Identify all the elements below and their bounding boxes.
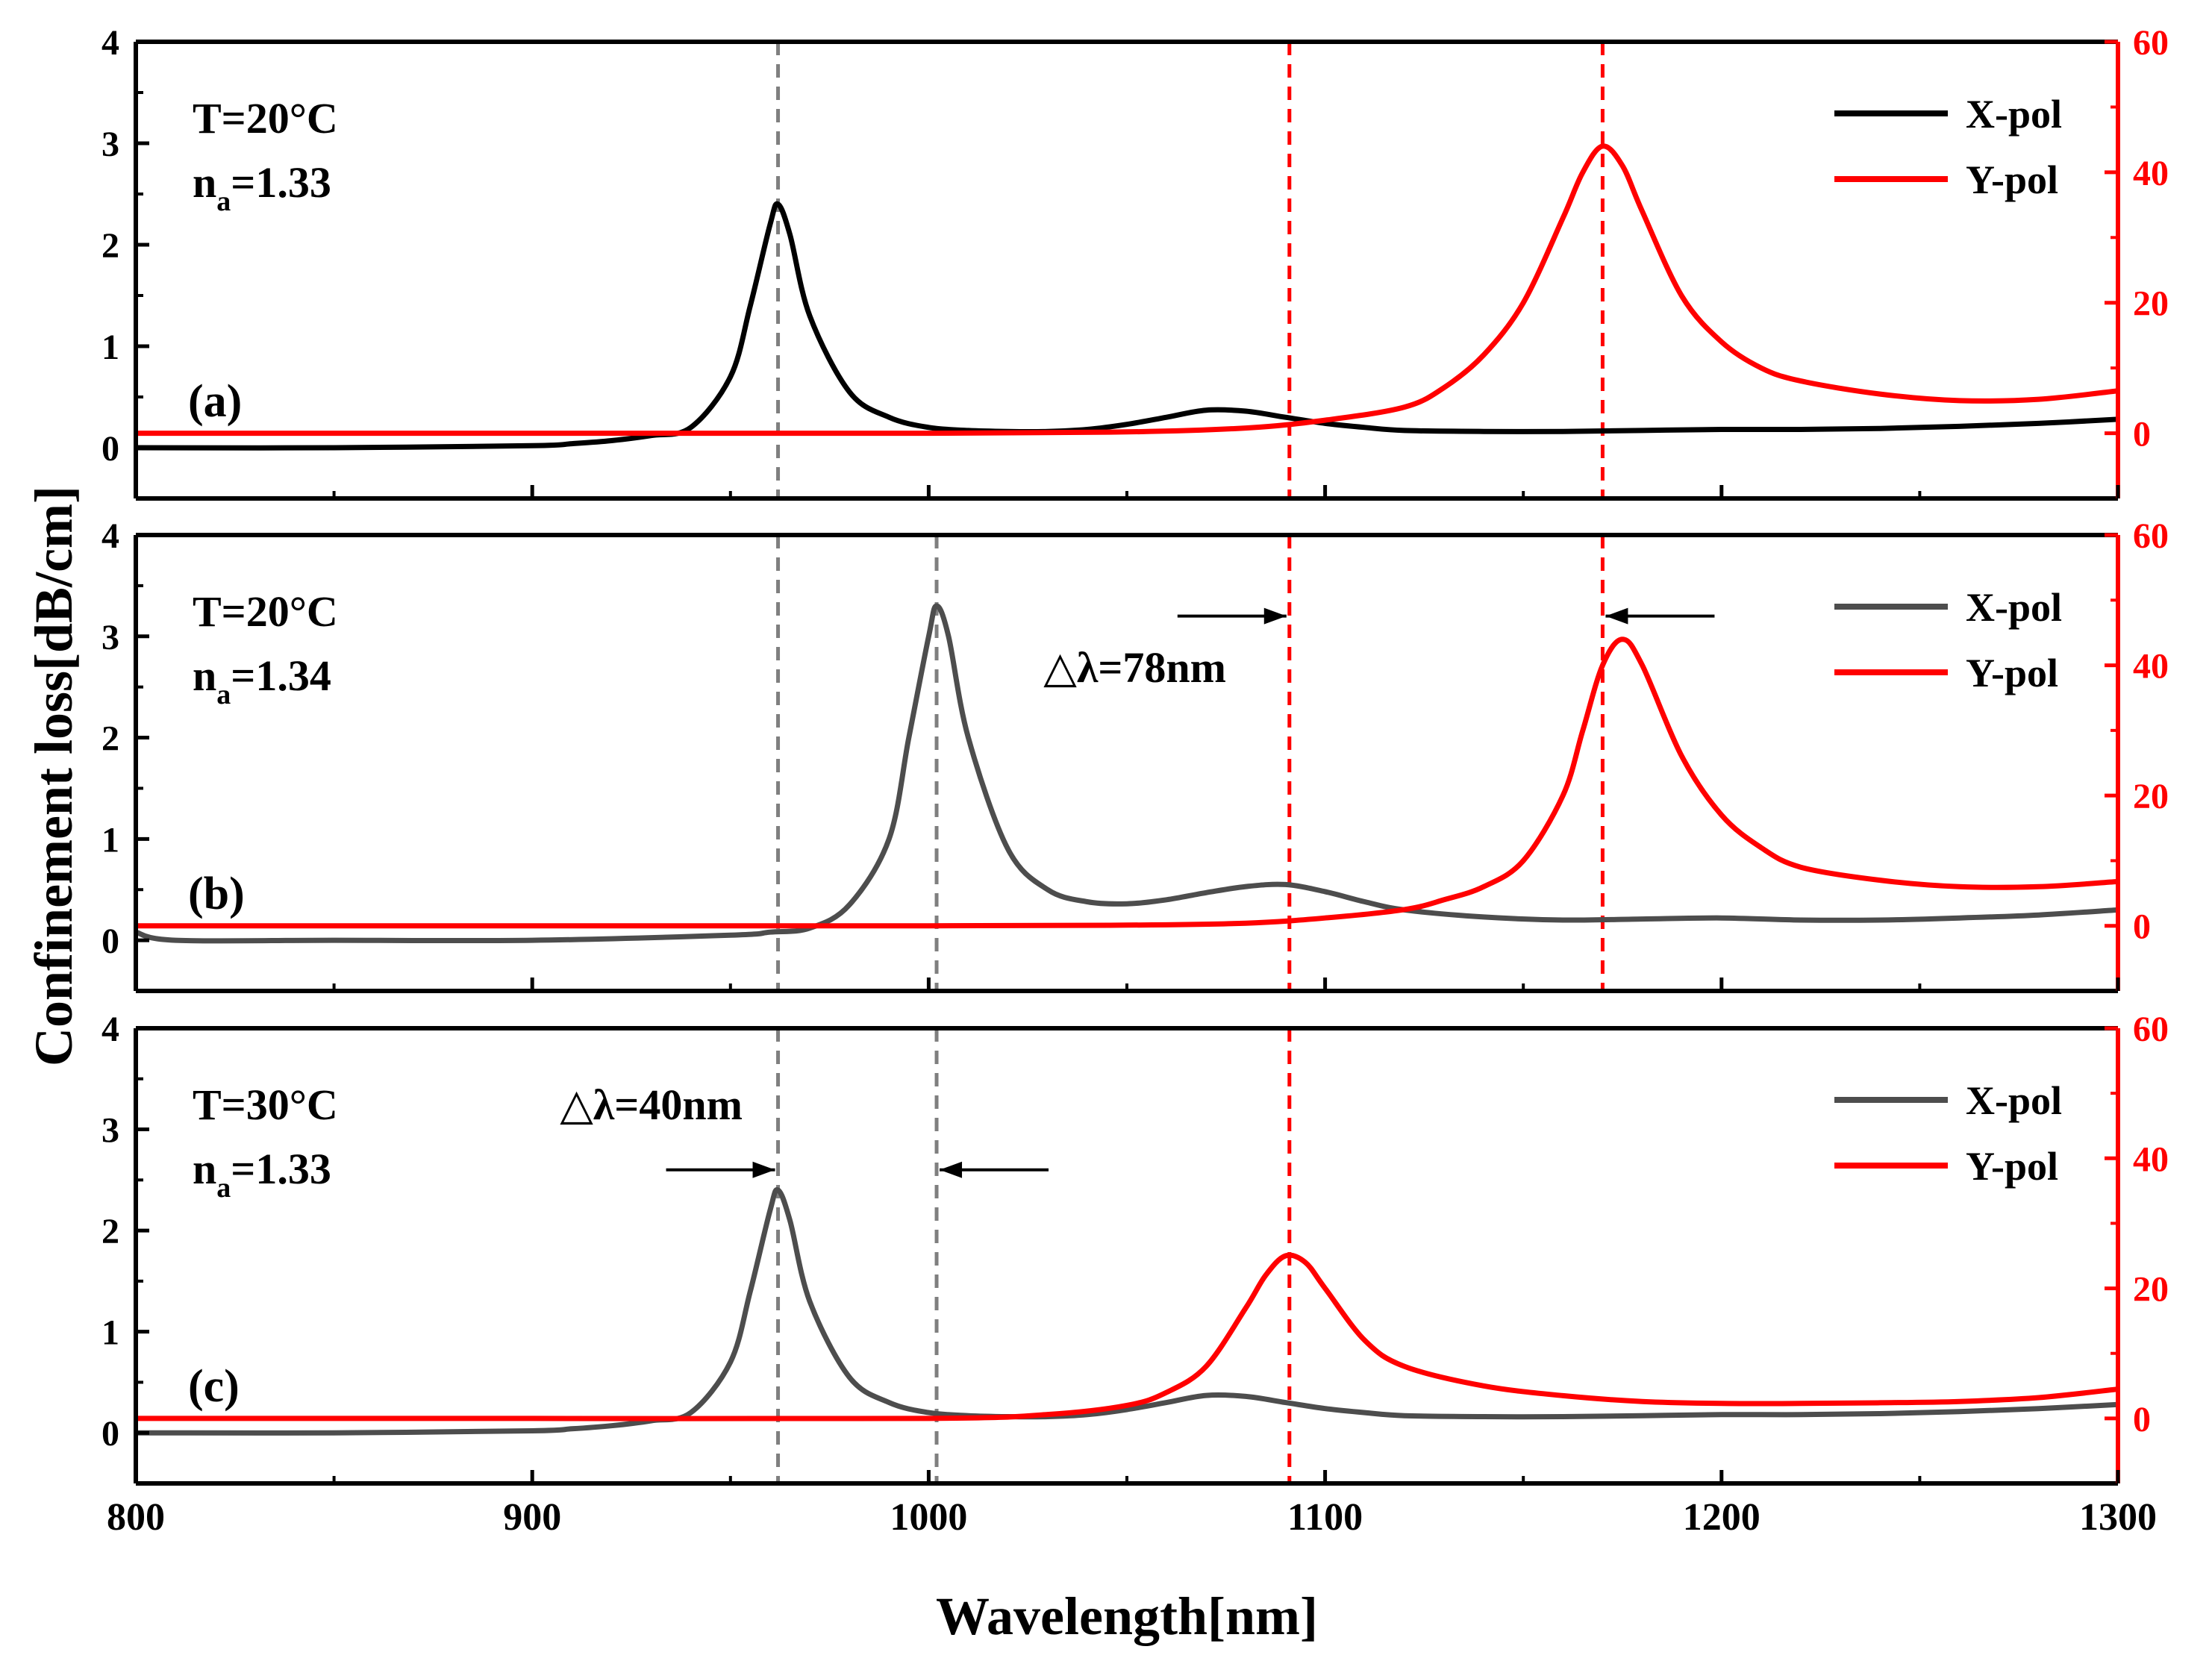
left-tick-label: 0 (101, 429, 119, 469)
temperature-label: T=20°C (193, 94, 338, 143)
legend-label-x-pol: X-pol (1966, 585, 2062, 630)
na-value: =1.33 (231, 1145, 331, 1193)
x-tick-label: 900 (503, 1496, 561, 1539)
x-tick-label: 1200 (1683, 1496, 1760, 1539)
right-tick-label: 40 (2133, 154, 2169, 193)
right-tick-label: 60 (2133, 23, 2169, 63)
right-tick-label: 20 (2133, 777, 2169, 816)
left-tick-label: 4 (101, 23, 119, 63)
panel-b: 012340204060T=20°Cna=1.34(b)X-polY-pol△λ… (101, 516, 2169, 993)
left-tick-label: 2 (101, 226, 119, 266)
refractive-index-label: na=1.33 (193, 158, 331, 217)
panel-tag: (b) (188, 869, 245, 919)
series-line-y-pol (136, 636, 2118, 929)
legend-label-y-pol: Y-pol (1966, 651, 2058, 695)
left-tick-label: 1 (101, 328, 119, 367)
y-axis-title: Confinement loss[dB/cm] (24, 486, 84, 1066)
x-tick-label: 1000 (890, 1496, 967, 1539)
delta-lambda-label: △λ=40nm (560, 1080, 743, 1129)
series-line-y-pol (136, 143, 2118, 437)
left-tick-label: 2 (101, 1212, 119, 1251)
left-tick-label: 4 (101, 1010, 119, 1049)
x-axis-title: Wavelength[nm] (936, 1586, 1318, 1646)
refractive-index-label: na=1.33 (193, 1145, 331, 1204)
series-group (136, 143, 2118, 451)
left-tick-label: 0 (101, 1414, 119, 1454)
temperature-label: T=30°C (193, 1080, 338, 1129)
left-tick-label: 2 (101, 719, 119, 759)
refractive-index-label: na=1.34 (193, 651, 331, 710)
x-tick-label: 800 (107, 1496, 165, 1539)
right-tick-label: 60 (2133, 1010, 2169, 1049)
legend-label-x-pol: X-pol (1966, 1078, 2062, 1123)
left-tick-label: 0 (101, 922, 119, 961)
annotation-arrowhead-left (1263, 607, 1287, 625)
right-tick-label: 0 (2133, 415, 2151, 454)
legend-label-y-pol: Y-pol (1966, 1144, 2058, 1189)
na-prefix: n (193, 1145, 216, 1193)
annotation-arrowhead-left (752, 1161, 775, 1178)
x-tick-label: 1300 (2079, 1496, 2157, 1539)
series-group (136, 1186, 2118, 1436)
na-prefix: n (193, 158, 216, 207)
na-value: =1.34 (231, 651, 331, 700)
series-group (136, 603, 2118, 944)
delta-lambda-label: △λ=78nm (1043, 643, 1226, 692)
series-line-x-pol (136, 603, 2118, 944)
x-tick-label: 1100 (1287, 1496, 1363, 1539)
left-tick-label: 3 (101, 618, 119, 657)
panel-tag: (a) (188, 376, 242, 427)
annotation-arrowhead-right (940, 1161, 963, 1178)
na-subscript: a (216, 186, 231, 217)
left-tick-label: 3 (101, 125, 119, 164)
right-tick-label: 0 (2133, 907, 2151, 947)
legend-label-y-pol: Y-pol (1966, 157, 2058, 202)
na-subscript: a (216, 679, 231, 710)
na-subscript: a (216, 1172, 231, 1204)
series-line-y-pol (136, 1252, 2118, 1421)
left-tick-label: 1 (101, 1313, 119, 1353)
left-tick-label: 3 (101, 1111, 119, 1151)
right-tick-label: 40 (2133, 1139, 2169, 1179)
right-tick-label: 40 (2133, 647, 2169, 686)
right-tick-label: 20 (2133, 284, 2169, 324)
panel-tag: (c) (188, 1361, 240, 1412)
right-tick-label: 0 (2133, 1400, 2151, 1439)
left-tick-label: 4 (101, 516, 119, 556)
annotation-arrowhead-right (1605, 607, 1628, 625)
na-value: =1.33 (231, 158, 331, 207)
temperature-label: T=20°C (193, 587, 338, 636)
left-tick-label: 1 (101, 820, 119, 860)
na-prefix: n (193, 651, 216, 700)
series-line-x-pol (136, 1186, 2118, 1436)
panel-c: 012340204060T=30°Cna=1.33(c)X-polY-pol△λ… (101, 1010, 2169, 1486)
legend-label-x-pol: X-pol (1966, 92, 2062, 137)
right-tick-label: 20 (2133, 1270, 2169, 1310)
series-line-x-pol (136, 201, 2118, 451)
right-tick-label: 60 (2133, 516, 2169, 556)
